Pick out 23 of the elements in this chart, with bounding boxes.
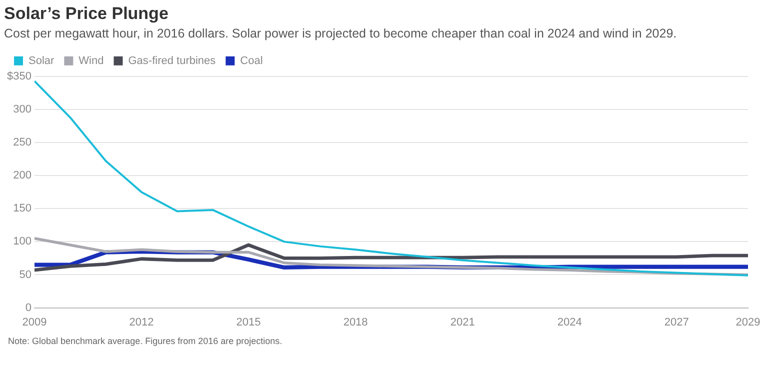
x-tick-label: 2009 [22,316,47,328]
x-tick-label: 2024 [557,316,582,328]
y-tick-label: 250 [13,136,32,149]
y-tick-label: 100 [13,236,32,248]
y-tick-label: 200 [13,170,32,182]
text: Note: Global benchmark average. Figures from 2016 are projections. [8,336,282,346]
x-tick-label: 2029 [736,316,760,328]
x-tick-label: 2012 [129,316,154,328]
legend-label: Gas-fired turbines [128,54,216,67]
y-tick-label: $350 [6,70,32,82]
chart-title: Solar’s Price Plunge [4,4,168,23]
legend-label: Wind [78,54,104,67]
x-tick-label: 2021 [450,316,475,328]
y-tick-label: 0 [25,302,32,314]
y-tick-label: 50 [19,268,32,281]
legend-label: Coal [240,54,263,67]
y-tick-label: 150 [13,202,32,215]
legend-label: Solar [28,54,55,67]
y-tick-label: 300 [13,103,32,116]
chart-subtitle: Cost per megawatt hour, in 2016 dollars. Solar power is projected to become cheaper than coal in 2024 and wind in 2029. [4,26,677,40]
x-tick-label: 2027 [664,316,689,328]
x-tick-label: 2015 [236,316,261,328]
x-tick-label: 2018 [343,316,368,328]
